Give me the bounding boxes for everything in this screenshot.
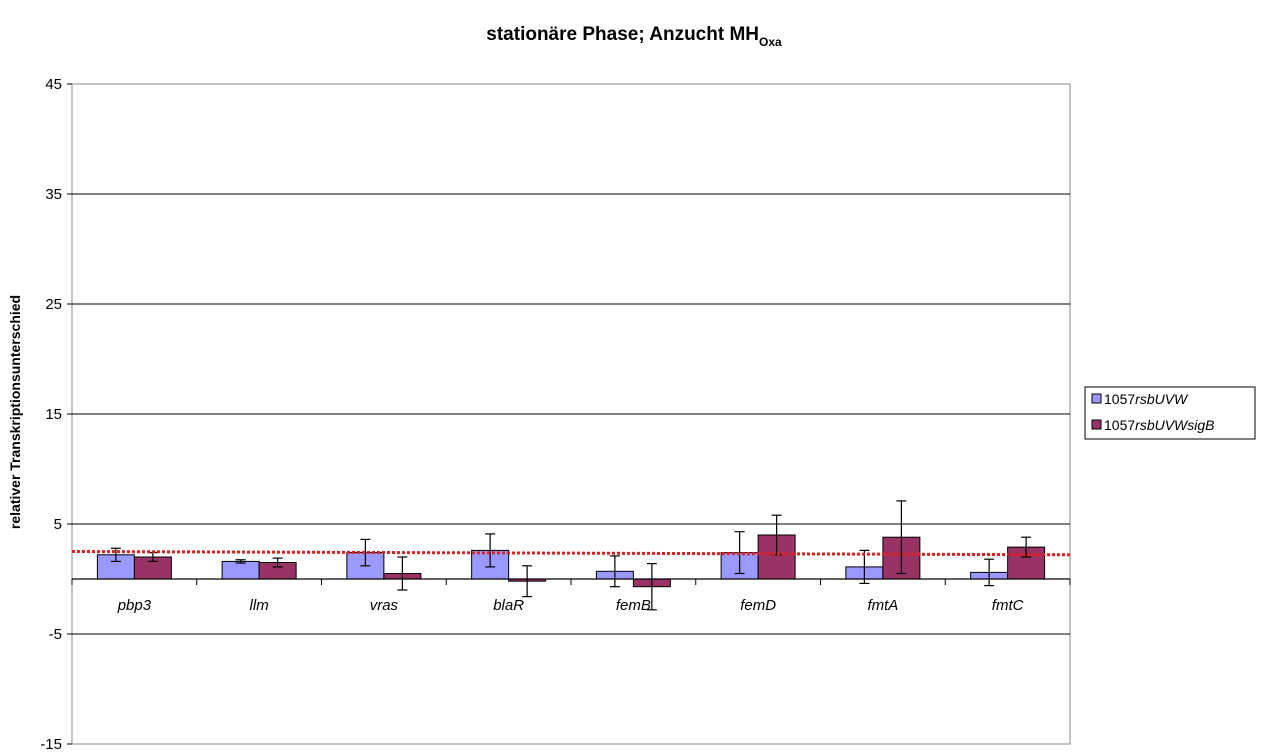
reference-line-dotted [71, 550, 1071, 557]
legend: 1057rsbUVW 1057rsbUVWsigB [1084, 386, 1256, 440]
reference-line [71, 550, 1071, 557]
y-tick-label: 35 [45, 186, 62, 203]
y-tick-label: -5 [49, 626, 62, 643]
x-tick-label-femD: femD [740, 597, 776, 614]
y-tick-label: 5 [54, 516, 62, 533]
grid-lines [72, 193, 1070, 635]
x-axis-ticks: pbp3 llm vras blaR femB femD fmtA fmtC [117, 597, 1024, 614]
legend-swatch-1057rsbUVW [1091, 393, 1102, 404]
x-tick-label-femB: femB [616, 597, 651, 614]
y-axis-ticks: -15 -5 5 15 25 35 45 [40, 76, 72, 753]
x-tick-label-fmtC: fmtC [992, 597, 1024, 614]
x-tick-label-vras: vras [370, 597, 399, 614]
y-tick-label: 45 [45, 76, 62, 93]
y-tick-label: 15 [45, 406, 62, 423]
bar-llm-1057rsbUVW [221, 560, 260, 580]
x-tick-label-fmtA: fmtA [867, 597, 898, 614]
x-tick-label-blaR: blaR [493, 597, 524, 614]
x-tick-label-pbp3: pbp3 [117, 597, 152, 614]
y-tick-label: 25 [45, 296, 62, 313]
chart-title-subscript: Oxa [759, 35, 782, 49]
legend-box [1084, 386, 1256, 440]
bar-femD-1057rsbUVWsigB [757, 534, 796, 580]
error-bars [110, 500, 1032, 611]
zero-axis [71, 578, 1071, 585]
y-tick-label: -15 [40, 736, 62, 753]
y-axis-label: relativer Transkriptionsunterschied [7, 295, 23, 529]
x-tick-label-llm: llm [250, 597, 269, 614]
legend-label-1057rsbUVW: 1057rsbUVW [1104, 391, 1189, 407]
chart-title-main: stationäre Phase; Anzucht MH [486, 24, 759, 45]
chart-title: stationäre Phase; Anzucht MHOxa [486, 24, 782, 49]
legend-label-1057rsbUVWsigB: 1057rsbUVWsigB [1104, 417, 1215, 433]
legend-swatch-1057rsbUVWsigB [1091, 419, 1102, 430]
